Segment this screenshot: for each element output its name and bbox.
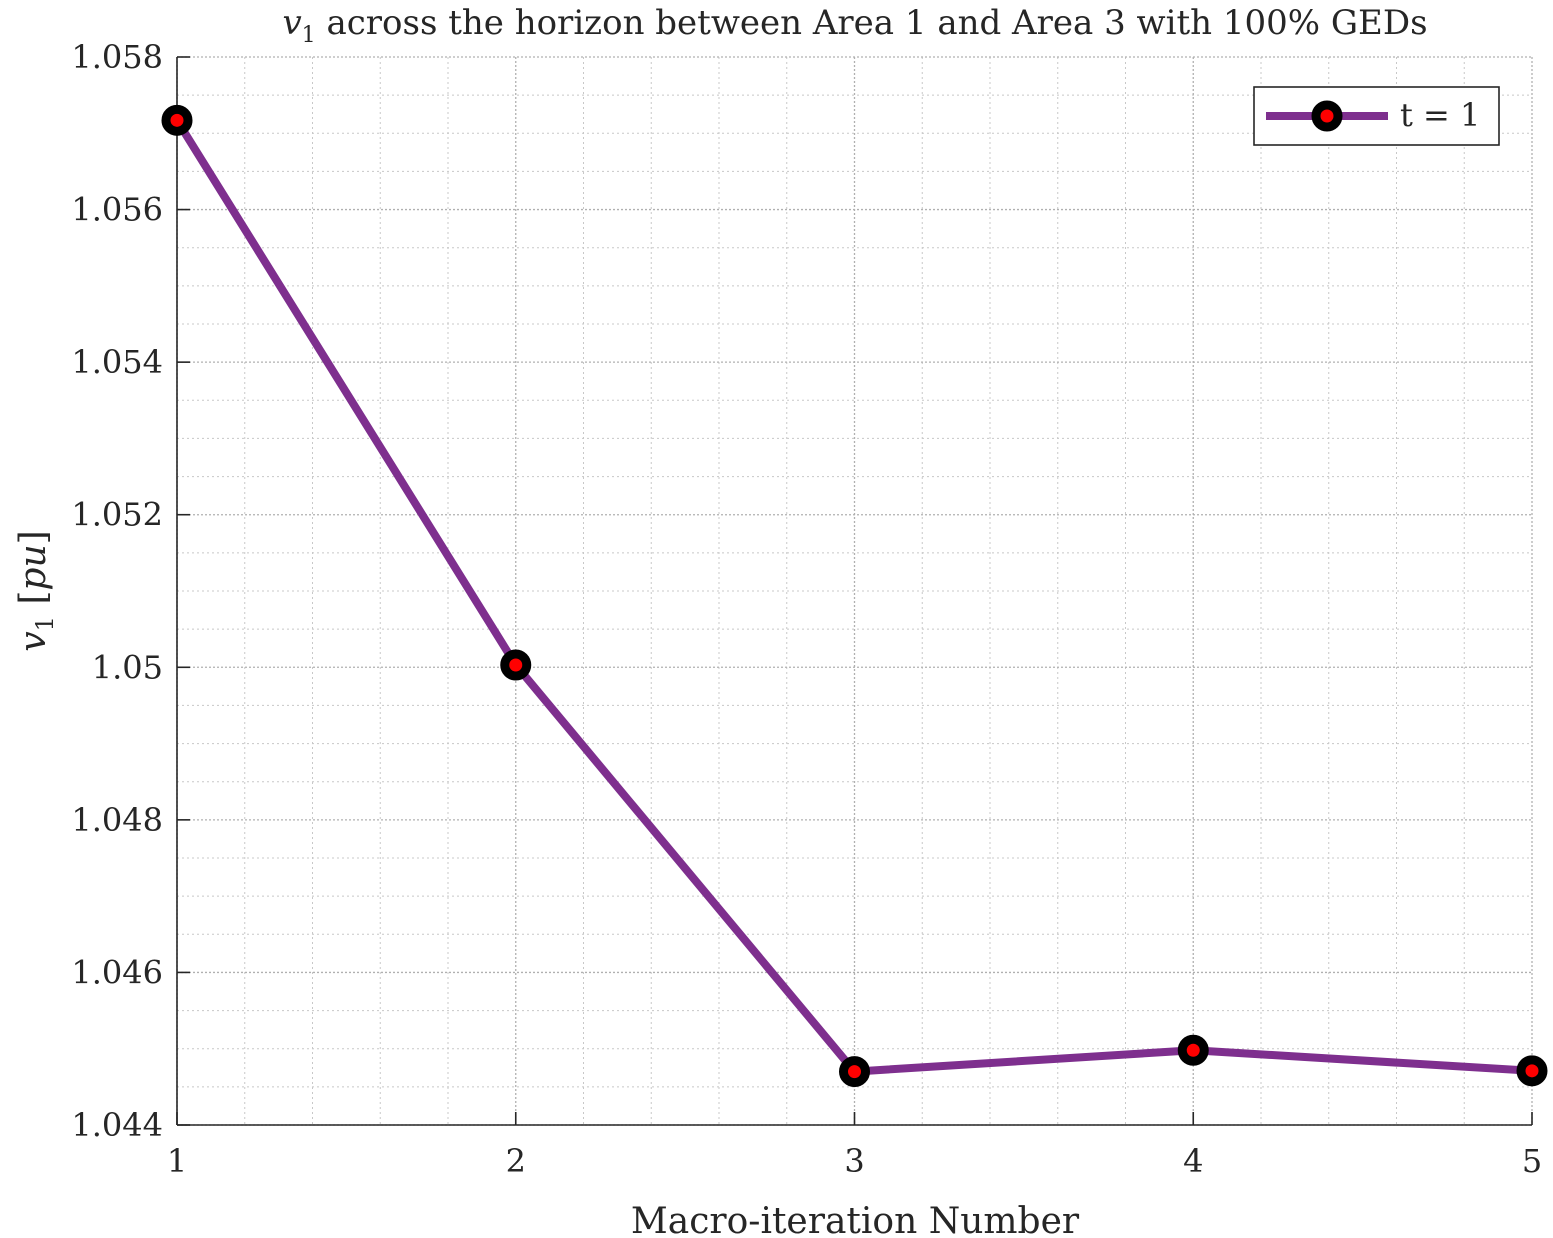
y-axis-ticks: 1.044 1.046 1.048 1.05 1.052 1.054 1.056 1.058 xyxy=(71,38,190,1144)
y-tick-label: 1.052 xyxy=(71,496,163,534)
data-point xyxy=(1516,1055,1548,1087)
data-point xyxy=(1177,1034,1209,1066)
y-tick-label: 1.044 xyxy=(71,1106,163,1144)
y-tick-label: 1.046 xyxy=(71,953,163,991)
chart-title: v1 across the horizon between Area 1 and… xyxy=(282,3,1427,48)
x-tick-label: 1 xyxy=(167,1142,187,1180)
x-tick-label: 3 xyxy=(844,1142,864,1180)
y-tick-label: 1.058 xyxy=(71,38,163,76)
y-label-unit-open: [ xyxy=(13,591,54,617)
title-subscript: 1 xyxy=(302,23,316,48)
y-axis-label: v1 [pu] xyxy=(13,530,59,651)
y-label-variable: v xyxy=(13,631,54,651)
major-grid xyxy=(176,56,1533,1126)
data-point xyxy=(161,104,193,136)
legend-marker-sample xyxy=(1311,100,1343,132)
x-tick-label: 4 xyxy=(1183,1142,1203,1180)
y-tick-label: 1.048 xyxy=(71,801,163,839)
x-axis-label: Macro-iteration Number xyxy=(631,1201,1080,1238)
x-axis-ticks: 1 2 3 4 5 xyxy=(167,1112,1542,1180)
y-label-unit: pu xyxy=(13,544,54,590)
x-tick-label: 5 xyxy=(1522,1142,1542,1180)
data-point xyxy=(839,1056,870,1088)
y-label-unit-close: ] xyxy=(13,530,54,544)
minor-grid xyxy=(177,57,1532,1125)
data-point xyxy=(500,649,532,681)
legend: t = 1 xyxy=(1253,86,1500,146)
title-variable: v xyxy=(282,3,301,43)
x-tick-label: 2 xyxy=(506,1142,526,1180)
legend-label: t = 1 xyxy=(1400,96,1480,134)
series-layer xyxy=(161,104,1548,1088)
y-tick-label: 1.05 xyxy=(92,648,163,686)
title-text: across the horizon between Area 1 and Ar… xyxy=(316,3,1428,43)
y-label-subscript: 1 xyxy=(31,616,59,631)
y-tick-label: 1.054 xyxy=(71,343,163,381)
y-tick-label: 1.056 xyxy=(71,191,163,229)
